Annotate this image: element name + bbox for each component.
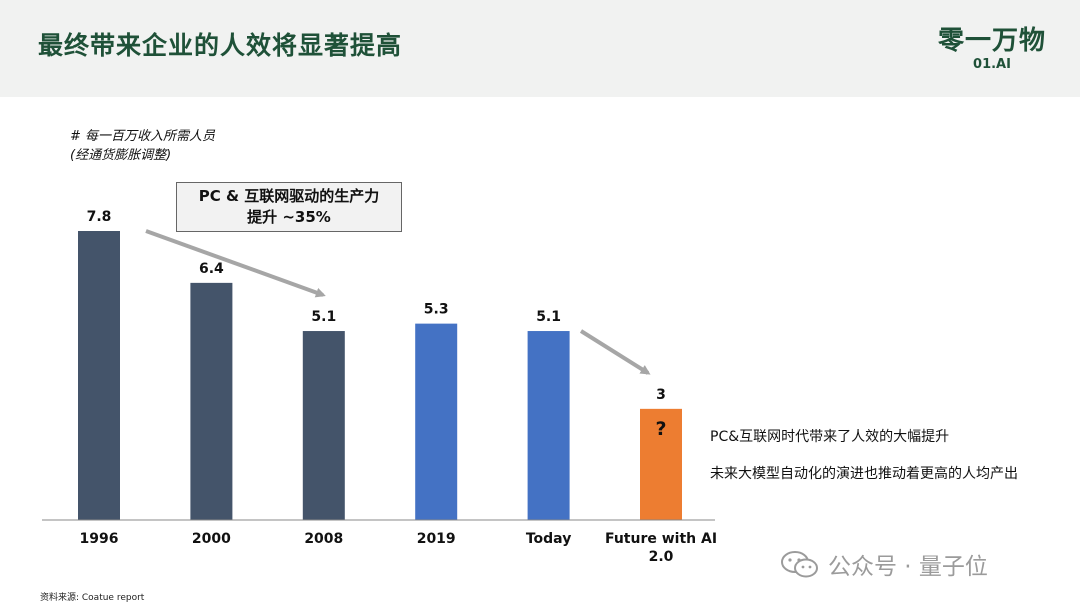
trend-arrow-ai <box>579 329 651 375</box>
bar-3 <box>415 323 458 520</box>
data-label-1: 6.4 <box>199 261 224 277</box>
header-band: 最终带来企业的人效将显著提高 零一万物 01.AI <box>0 0 1080 97</box>
side-commentary: PC&互联网时代带来了人效的大幅提升 未来大模型自动化的演进也推动着更高的人均产… <box>710 427 1020 501</box>
bar-1 <box>190 282 233 520</box>
x-tick-label-3: 2019 <box>417 531 456 547</box>
side-text-line-1: PC&互联网时代带来了人效的大幅提升 <box>710 429 950 445</box>
bar-2 <box>302 331 345 520</box>
wechat-icon <box>781 551 818 578</box>
watermark: 公众号 · 量子位 <box>780 547 988 581</box>
bar-4 <box>527 331 570 520</box>
x-tick-label-1: 2000 <box>192 531 231 547</box>
bar-0 <box>78 231 120 520</box>
data-label-4: 5.1 <box>536 309 561 325</box>
source-note: 资料来源: Coatue report <box>40 593 145 603</box>
logo-sub-text: 01.AI <box>973 57 1011 72</box>
x-tick-label-5-line-1: 2.0 <box>649 549 674 565</box>
slide-title: 最终带来企业的人效将显著提高 <box>38 31 403 60</box>
watermark-text: 公众号 · 量子位 <box>828 554 988 580</box>
data-label-2: 5.1 <box>311 309 336 325</box>
bar-5 <box>640 408 682 520</box>
logo-main-text: 零一万物 <box>937 26 1046 56</box>
annotation-line-1: PC & 互联网驱动的生产力 <box>198 187 380 205</box>
data-label-0: 7.8 <box>87 209 112 225</box>
x-tick-label-4: Today <box>526 531 571 547</box>
data-label-3: 5.3 <box>424 302 449 318</box>
x-tick-label-2: 2008 <box>304 531 343 547</box>
trend-arrow-pc-internet <box>145 229 326 298</box>
side-text-line-2: 未来大模型自动化的演进也推动着更高的人均产出 <box>710 466 1018 482</box>
y-unit-line-2: (经通货膨胀调整) <box>70 148 172 163</box>
data-label-5: 3 <box>656 387 666 403</box>
y-unit-label: # 每一百万收入所需人员 (经通货膨胀调整) <box>70 127 215 165</box>
productivity-annotation-box: PC & 互联网驱动的生产力 提升 ~35% <box>176 182 402 232</box>
x-tick-label-0: 1996 <box>80 531 119 547</box>
logo: 零一万物 01.AI <box>928 20 1056 72</box>
annotation-line-2: 提升 ~35% <box>247 208 331 226</box>
x-tick-label-5-line-0: Future with AI <box>605 531 717 547</box>
future-question-mark: ? <box>655 418 666 440</box>
y-unit-line-1: # 每一百万收入所需人员 <box>70 129 216 144</box>
